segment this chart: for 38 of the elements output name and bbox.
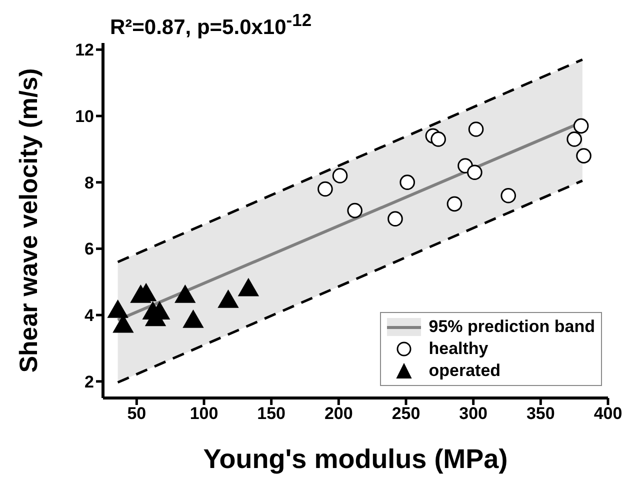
point bbox=[446, 196, 462, 212]
point bbox=[576, 148, 592, 164]
y-tick-label: 12 bbox=[75, 40, 94, 60]
point bbox=[218, 290, 238, 308]
legend-label: operated bbox=[428, 360, 501, 382]
point bbox=[566, 132, 582, 147]
point bbox=[347, 202, 362, 218]
y-axis-title: Shear wave velocity (m/s) bbox=[14, 68, 43, 373]
y-tick-label: 8 bbox=[84, 173, 94, 192]
x-tick-label: 250 bbox=[392, 404, 420, 424]
point bbox=[500, 188, 516, 204]
point bbox=[573, 118, 589, 134]
point bbox=[467, 164, 482, 180]
legend-label: 95% prediction band bbox=[428, 316, 595, 338]
y-tick-label: 10 bbox=[75, 107, 94, 126]
point bbox=[175, 285, 196, 303]
x-tick-label: 200 bbox=[324, 404, 353, 424]
point bbox=[238, 278, 258, 296]
point bbox=[318, 181, 333, 197]
point bbox=[108, 300, 128, 318]
point bbox=[332, 168, 348, 184]
x-tick-label: 50 bbox=[127, 404, 146, 424]
y-tick-label: 6 bbox=[84, 240, 94, 259]
point bbox=[468, 122, 484, 137]
y-tick-label: 4 bbox=[84, 306, 95, 326]
x-axis-title: Young's modulus (MPa) bbox=[203, 444, 508, 474]
x-tick-label: 350 bbox=[526, 404, 555, 424]
legend-label: healthy bbox=[428, 338, 488, 360]
x-tick-label: 300 bbox=[459, 404, 488, 424]
point bbox=[400, 174, 416, 190]
x-tick-label: 100 bbox=[190, 404, 218, 424]
point bbox=[183, 310, 204, 328]
point bbox=[430, 132, 446, 147]
point bbox=[388, 211, 403, 226]
y-tick-label: 2 bbox=[84, 372, 94, 392]
chart-title: R²=0.87, p=5.0x10$^{-12}$ bbox=[110, 10, 312, 40]
x-tick-label: 400 bbox=[594, 404, 622, 424]
x-tick-label: 150 bbox=[257, 404, 286, 424]
